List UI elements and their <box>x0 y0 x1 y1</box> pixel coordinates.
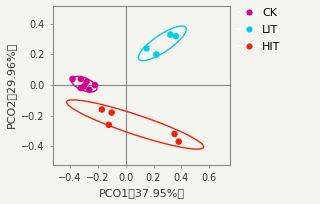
Y-axis label: PCO2（29.96%）: PCO2（29.96%） <box>5 42 16 128</box>
Point <box>173 34 179 38</box>
Point <box>70 77 75 81</box>
Point <box>144 47 149 50</box>
Point <box>154 53 159 56</box>
Point <box>92 83 97 87</box>
Point <box>78 86 84 90</box>
Point <box>168 33 173 36</box>
Point <box>87 88 92 91</box>
X-axis label: PCO1（37.95%）: PCO1（37.95%） <box>99 188 185 198</box>
Legend: CK, LIT, HIT: CK, LIT, HIT <box>238 8 281 52</box>
Point <box>176 140 181 143</box>
Point <box>78 77 84 81</box>
Point <box>81 85 86 88</box>
Point <box>99 108 104 111</box>
Point <box>106 123 111 126</box>
Point <box>172 132 177 136</box>
Point <box>84 80 89 84</box>
Point <box>109 111 114 114</box>
